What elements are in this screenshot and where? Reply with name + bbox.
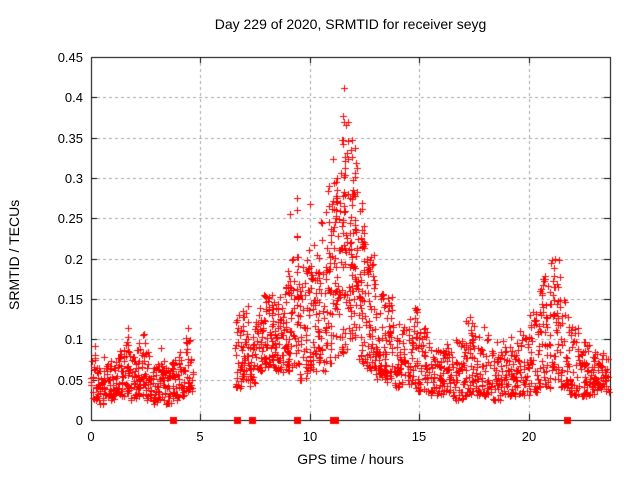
y-tick-label: 0.35	[57, 131, 83, 146]
x-tick-label: 20	[521, 429, 537, 444]
x-tick-label: 5	[196, 429, 204, 444]
y-tick-label: 0.15	[57, 292, 83, 307]
y-tick-label: 0.2	[64, 252, 83, 267]
y-tick-label: 0.45	[57, 50, 83, 65]
x-tick-label: 10	[302, 429, 318, 444]
x-tick-label: 15	[411, 429, 427, 444]
y-axis-label: SRMTID / TECUs	[6, 199, 22, 310]
chart-title: Day 229 of 2020, SRMTID for receiver sey…	[214, 16, 487, 32]
x-axis-label: GPS time / hours	[297, 451, 404, 467]
x-tick-label: 0	[87, 429, 95, 444]
y-tick-label: 0.25	[57, 211, 83, 226]
y-tick-label: 0.4	[64, 90, 83, 105]
y-tick-label: 0	[75, 413, 83, 428]
y-tick-label: 0.05	[57, 373, 83, 388]
y-tick-label: 0.3	[64, 171, 83, 186]
y-tick-label: 0.1	[64, 332, 83, 347]
